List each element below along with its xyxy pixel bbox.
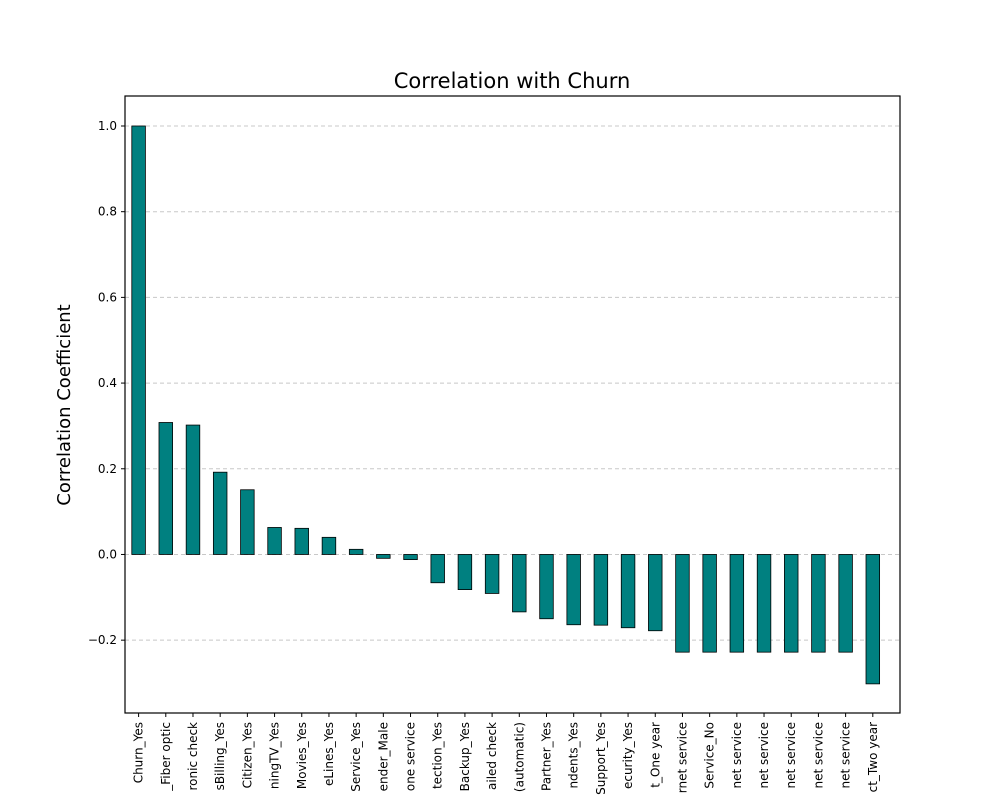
bar [348,548,364,555]
bar [212,471,228,555]
x-tick-label: Churn_Yes [132,722,146,783]
bars [131,125,881,685]
bar [131,125,146,555]
y-tick-label: 0.4 [98,376,117,390]
bar [784,554,799,653]
plot-frame [124,95,901,714]
bar [484,554,500,594]
bar [457,554,473,590]
y-tick-label: 0.8 [98,205,117,219]
y-axis-label: Correlation Coefficient [54,304,75,505]
x-tick-label: ailed check [485,722,499,790]
x-tick-label: ningTV_Yes [268,722,282,789]
x-tick-label: t_One year [648,722,662,788]
x-tick-label: rnet service [675,722,689,793]
x-tick-label: Movies_Yes [295,722,309,789]
bar [648,554,663,632]
x-tick-label: Service_No [703,722,717,789]
bar [430,554,445,584]
x-tick-label: sBilling_Yes [213,722,227,790]
bar [240,489,255,555]
x-tick-label: eLines_Yes [322,722,336,786]
x-tick-label: net service [811,722,825,789]
bar [593,554,609,626]
bar [811,554,826,653]
bar [675,554,690,653]
y-tick-label: 1.0 [98,119,117,133]
bar [539,554,554,620]
bar [620,554,636,629]
bar [267,527,282,555]
bar [185,424,201,555]
bar [294,527,309,555]
x-tick-label: Support_Yes [594,722,608,795]
bar [158,422,173,555]
x-tick-label: net service [839,722,853,789]
x-tick-label: net service [784,722,798,789]
y-axis-ticks: −0.2 0.0 0.2 0.4 0.6 0.8 1.0 [88,119,125,647]
x-tick-label: net service [757,722,771,789]
bar [756,554,772,653]
x-tick-label: ndents_Yes [567,722,581,789]
bar [512,554,527,613]
x-tick-label: _Fiber optic [159,722,173,792]
x-tick-label: Partner_Yes [539,722,553,791]
x-tick-label: ronic check [186,722,200,791]
bar [566,554,581,626]
bar [321,536,337,555]
bar [403,554,418,561]
x-tick-label: Citizen_Yes [240,722,254,788]
x-tick-label: Service_Yes [349,722,363,792]
x-tick-label: Backup_Yes [458,722,472,791]
x-tick-label: ecurity_Yes [621,722,635,789]
x-tick-label: ender_Male [376,722,390,791]
bar [376,554,391,559]
y-tick-label: 0.2 [98,462,117,476]
chart-title: Correlation with Churn [394,69,631,93]
x-tick-label: ct_Two year [866,722,880,792]
bar [702,554,717,653]
y-tick-label: 0.6 [98,290,117,304]
y-tick-label: 0.0 [98,547,117,561]
x-axis-ticks: Churn_Yes _Fiber optic ronic check sBilling… [132,713,880,795]
bar [729,554,745,653]
x-tick-label: one service [404,722,418,791]
x-tick-label: net service [730,722,744,789]
bar [865,554,881,685]
bar [838,554,853,653]
x-tick-label: (automatic) [512,722,526,792]
y-tick-label: −0.2 [88,633,117,647]
x-tick-label: tection_Yes [431,722,445,789]
